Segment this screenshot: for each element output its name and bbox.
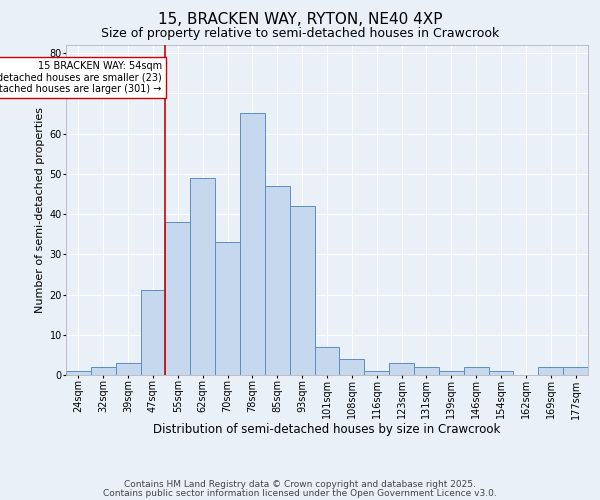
Bar xyxy=(340,359,364,375)
Bar xyxy=(290,206,314,375)
Text: 15, BRACKEN WAY, RYTON, NE40 4XP: 15, BRACKEN WAY, RYTON, NE40 4XP xyxy=(158,12,442,28)
Bar xyxy=(464,367,488,375)
Text: Size of property relative to semi-detached houses in Crawcrook: Size of property relative to semi-detach… xyxy=(101,28,499,40)
Bar xyxy=(140,290,166,375)
X-axis label: Distribution of semi-detached houses by size in Crawcrook: Distribution of semi-detached houses by … xyxy=(154,422,500,436)
Text: Contains public sector information licensed under the Open Government Licence v3: Contains public sector information licen… xyxy=(103,489,497,498)
Bar xyxy=(414,367,439,375)
Bar xyxy=(439,371,464,375)
Bar xyxy=(91,367,116,375)
Y-axis label: Number of semi-detached properties: Number of semi-detached properties xyxy=(35,107,45,313)
Bar xyxy=(389,363,414,375)
Bar xyxy=(314,347,340,375)
Text: 15 BRACKEN WAY: 54sqm
← 7% of semi-detached houses are smaller (23)
93% of semi-: 15 BRACKEN WAY: 54sqm ← 7% of semi-detac… xyxy=(0,61,162,94)
Bar xyxy=(190,178,215,375)
Bar xyxy=(563,367,588,375)
Bar xyxy=(116,363,140,375)
Bar xyxy=(538,367,563,375)
Text: Contains HM Land Registry data © Crown copyright and database right 2025.: Contains HM Land Registry data © Crown c… xyxy=(124,480,476,489)
Bar xyxy=(364,371,389,375)
Bar xyxy=(166,222,190,375)
Bar xyxy=(66,371,91,375)
Bar xyxy=(215,242,240,375)
Bar xyxy=(240,114,265,375)
Bar xyxy=(488,371,514,375)
Bar xyxy=(265,186,290,375)
